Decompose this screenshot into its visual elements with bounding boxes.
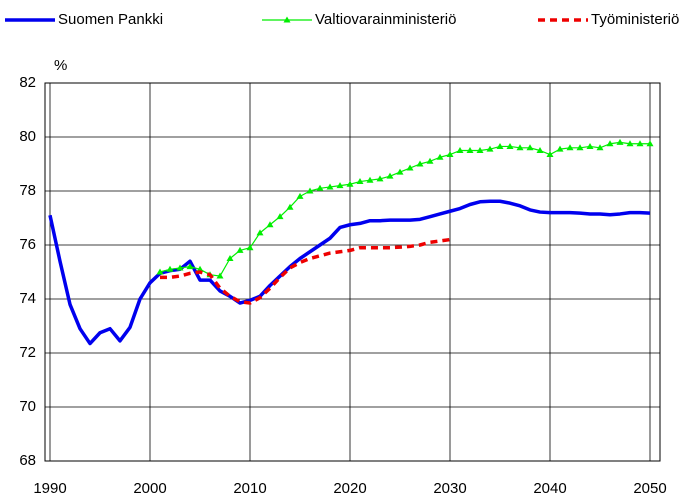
point-marker	[536, 147, 544, 153]
point-marker	[186, 263, 194, 270]
x-tick-label: 2040	[533, 480, 566, 497]
point-marker	[406, 164, 414, 171]
point-marker	[276, 213, 284, 220]
point-marker	[256, 229, 264, 236]
point-marker	[166, 265, 174, 272]
point-marker	[616, 138, 624, 145]
y-tick-label: 70	[19, 398, 36, 415]
y-axis-label: %	[54, 57, 67, 74]
y-tick-label: 82	[19, 74, 36, 91]
x-tick-label: 2030	[433, 480, 466, 497]
point-marker	[576, 144, 584, 151]
legend-label: Valtiovarainministeriö	[315, 11, 456, 28]
point-marker	[606, 140, 614, 147]
point-marker	[486, 145, 494, 152]
point-marker	[156, 268, 164, 275]
point-marker	[196, 265, 204, 272]
y-tick-label: 68	[19, 452, 36, 469]
plot-border	[44, 82, 661, 462]
point-marker	[646, 140, 654, 147]
point-marker	[296, 192, 304, 199]
point-marker	[306, 187, 314, 194]
y-tick-label: 80	[19, 128, 36, 145]
point-marker	[456, 147, 464, 153]
point-marker	[566, 144, 574, 151]
point-marker	[586, 142, 594, 149]
point-marker	[556, 145, 564, 152]
series-line	[160, 237, 451, 305]
point-marker	[346, 180, 354, 187]
x-tick-label: 2050	[633, 480, 666, 497]
point-marker	[326, 183, 334, 190]
point-marker	[316, 184, 324, 191]
point-marker	[356, 178, 364, 185]
point-marker	[386, 172, 394, 179]
x-tick-label: 2010	[233, 480, 266, 497]
y-tick-label: 78	[19, 182, 36, 199]
point-marker	[336, 182, 344, 189]
point-marker	[596, 144, 604, 151]
point-marker	[286, 203, 294, 210]
x-tick-label: 2020	[333, 480, 366, 497]
point-marker	[366, 176, 374, 183]
point-marker	[236, 246, 244, 253]
point-marker	[176, 264, 184, 271]
point-marker	[226, 255, 234, 261]
series-line	[48, 199, 651, 346]
y-tick-label: 74	[19, 290, 36, 307]
x-tick-label: 1990	[33, 480, 66, 497]
point-marker	[526, 144, 534, 151]
legend-label: Työministeriö	[591, 11, 679, 28]
y-tick-label: 72	[19, 344, 36, 361]
point-marker	[426, 157, 434, 164]
legend-label: Suomen Pankki	[58, 11, 163, 28]
point-marker	[636, 140, 644, 147]
point-marker	[216, 272, 224, 279]
point-marker	[506, 142, 514, 149]
x-tick-label: 2000	[133, 480, 166, 497]
point-marker	[546, 151, 554, 158]
point-marker	[496, 142, 504, 149]
point-marker	[246, 244, 254, 251]
point-marker	[266, 221, 274, 228]
point-marker	[376, 175, 384, 182]
legend-marker	[283, 16, 291, 23]
point-marker	[466, 147, 474, 153]
point-marker	[446, 151, 454, 158]
point-marker	[416, 160, 424, 167]
y-tick-label: 76	[19, 236, 36, 253]
point-marker	[396, 168, 404, 175]
series-line	[159, 141, 650, 277]
point-marker	[626, 140, 634, 147]
point-marker	[436, 153, 444, 160]
point-marker	[516, 144, 524, 151]
point-marker	[476, 147, 484, 153]
